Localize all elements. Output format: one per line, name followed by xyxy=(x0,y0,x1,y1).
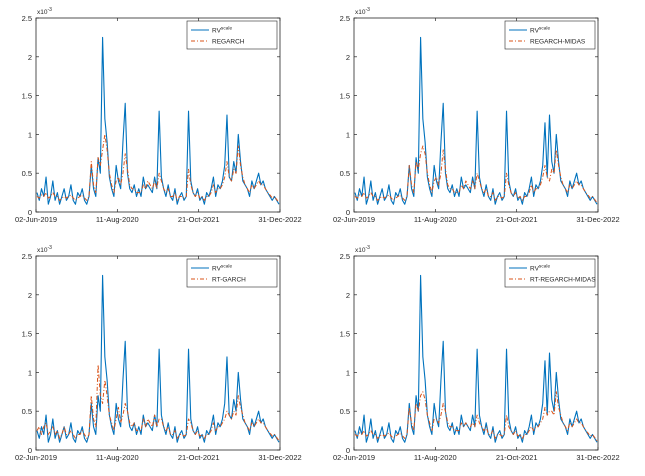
y-tick-label: 2 xyxy=(346,53,350,62)
legend-label: REGARCH-MIDAS xyxy=(530,39,586,46)
x-tick-label: 11-Aug-2020 xyxy=(96,453,139,462)
x-tick-label: 11-Aug-2020 xyxy=(414,215,457,224)
x-tick-label: 02-Jun-2019 xyxy=(15,453,57,462)
y-tick-label: 0 xyxy=(346,446,350,455)
y-exponent-label: x10-3 xyxy=(355,245,370,254)
legend-label: RVscale xyxy=(212,26,232,35)
y-tick-label: 2 xyxy=(28,291,32,300)
legend: RVscale REGARCH-MIDAS xyxy=(504,20,596,50)
legend: RVscale RT-REGARCH-MIDAS xyxy=(504,258,596,288)
series-line-rv xyxy=(354,36,598,205)
legend-label: RVscale xyxy=(530,264,550,273)
legend-label: RT-REGARCH-MIDAS xyxy=(530,277,596,284)
legend-box xyxy=(186,258,278,288)
x-tick-label: 31-Dec-2022 xyxy=(258,453,301,462)
y-tick-label: 1.5 xyxy=(340,330,350,339)
chart-panel-top-right: 0 0.5 1 1.5 2 2.5 x10-3 02-Jun-2019 11-Aug-2020 2… xyxy=(333,7,620,224)
y-tick-label: 2 xyxy=(28,53,32,62)
y-exponent-label: x10-3 xyxy=(37,245,52,254)
series-line-rv xyxy=(36,36,280,205)
y-tick-label: 0 xyxy=(28,446,32,455)
y-tick-label: 1.5 xyxy=(22,92,32,101)
y-tick-label: 0 xyxy=(28,208,32,217)
x-tick-label: 02-Jun-2019 xyxy=(15,215,57,224)
x-tick-label: 21-Oct-2021 xyxy=(496,453,538,462)
y-tick-label: 2.5 xyxy=(22,252,32,261)
series-line-model xyxy=(354,391,598,441)
chart-panel-bottom-right: 0 0.5 1 1.5 2 2.5 x10-3 02-Jun-2019 11-Aug-2020 2… xyxy=(333,245,620,462)
series-line-rv xyxy=(36,274,280,443)
x-tick-label: 02-Jun-2019 xyxy=(333,215,375,224)
y-tick-label: 2 xyxy=(346,291,350,300)
y-tick-label: 1.5 xyxy=(340,92,350,101)
plot-area xyxy=(35,255,281,451)
legend: RVscale RT-GARCH xyxy=(186,258,278,288)
y-tick-label: 2.5 xyxy=(340,252,350,261)
x-tick-label: 31-Dec-2022 xyxy=(576,453,619,462)
x-tick-label: 21-Oct-2021 xyxy=(178,453,220,462)
legend: RVscale REGARCH xyxy=(186,20,278,50)
plot-area xyxy=(353,255,599,451)
x-tick-label: 31-Dec-2022 xyxy=(258,215,301,224)
y-tick-label: 1 xyxy=(346,130,350,139)
y-tick-label: 1 xyxy=(28,130,32,139)
y-tick-label: 0.5 xyxy=(340,169,350,178)
y-tick-label: 0.5 xyxy=(22,407,32,416)
y-tick-label: 0.5 xyxy=(340,407,350,416)
legend-box xyxy=(504,20,596,50)
x-tick-label: 11-Aug-2020 xyxy=(414,453,457,462)
legend-box xyxy=(504,258,596,288)
legend-label: RVscale xyxy=(212,264,232,273)
legend-label: REGARCH xyxy=(212,39,245,46)
series-line-rv xyxy=(354,274,598,443)
legend-box xyxy=(186,20,278,50)
x-tick-label: 31-Dec-2022 xyxy=(576,215,619,224)
y-tick-label: 1.5 xyxy=(22,330,32,339)
y-tick-label: 0 xyxy=(346,208,350,217)
x-tick-label: 21-Oct-2021 xyxy=(496,215,538,224)
x-tick-label: 02-Jun-2019 xyxy=(333,453,375,462)
y-tick-label: 2.5 xyxy=(340,14,350,23)
legend-label: RT-GARCH xyxy=(212,277,246,284)
x-tick-label: 11-Aug-2020 xyxy=(96,215,139,224)
y-exponent-label: x10-3 xyxy=(355,7,370,16)
chart-panel-top-left: 0 0.5 1 1.5 2 2.5 x10-3 02-Jun-2019 11-Aug-2020 2… xyxy=(15,7,302,224)
chart-panel-bottom-left: 0 0.5 1 1.5 2 2.5 x10-3 02-Jun-2019 11-Aug-2020 2… xyxy=(15,245,302,462)
y-tick-label: 1 xyxy=(28,368,32,377)
y-exponent-label: x10-3 xyxy=(37,7,52,16)
legend-label: RVscale xyxy=(530,26,550,35)
plot-area xyxy=(35,17,281,213)
x-tick-label: 21-Oct-2021 xyxy=(178,215,220,224)
y-tick-label: 1 xyxy=(346,368,350,377)
y-tick-label: 2.5 xyxy=(22,14,32,23)
y-tick-label: 0.5 xyxy=(22,169,32,178)
